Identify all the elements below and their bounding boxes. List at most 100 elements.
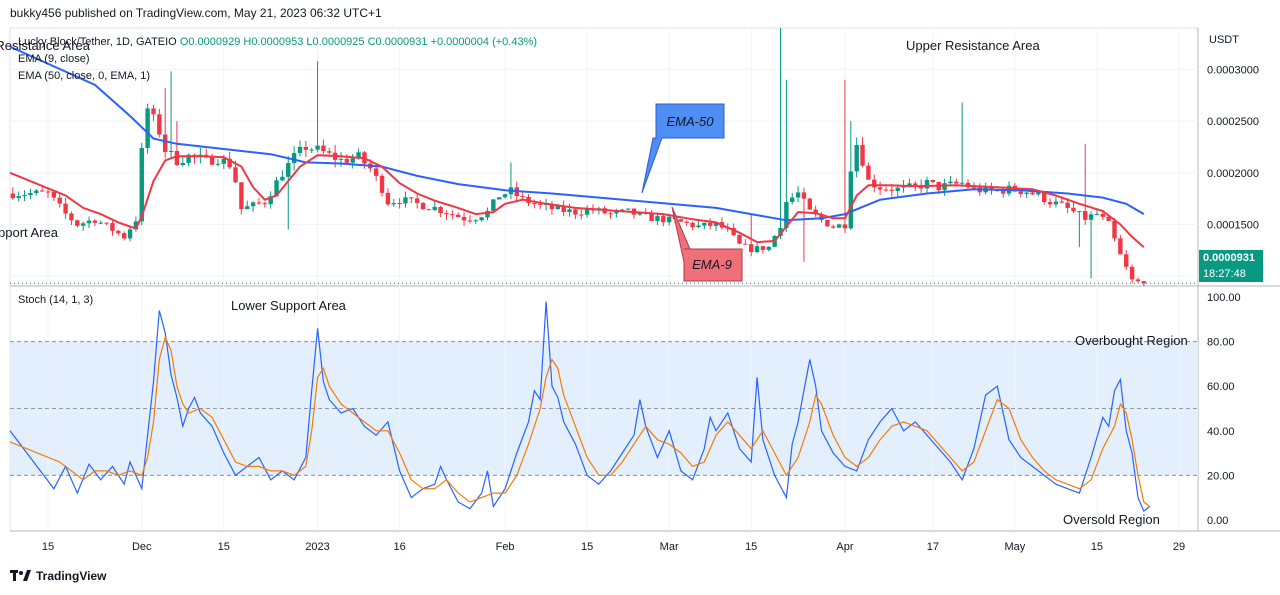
candle-body (151, 108, 156, 115)
candle-body (655, 216, 660, 222)
candle-body (315, 145, 320, 150)
candle-body (766, 246, 771, 250)
candle-body (784, 202, 789, 229)
stoch-y-tick-label: 0.00 (1207, 515, 1228, 527)
candle-body (579, 214, 584, 216)
candle-body (959, 182, 965, 184)
tradingview-logo-icon (10, 570, 31, 581)
candle-body (438, 207, 443, 214)
candle-body (51, 191, 57, 198)
oversold-label: Oversold Region (1063, 512, 1160, 527)
ema9-line[interactable] (9, 154, 1145, 248)
candle-body (567, 209, 572, 213)
stoch-k-line[interactable] (9, 301, 1151, 512)
candle-body (485, 210, 490, 218)
x-tick-label: 16 (393, 541, 405, 553)
candle-body (116, 230, 121, 234)
candle-body (450, 214, 455, 216)
candle-body (1059, 201, 1064, 203)
candle-body (872, 179, 877, 188)
candle-body (168, 150, 174, 152)
ema50-callout-box (641, 103, 725, 194)
candle-body (1042, 192, 1047, 203)
candle-body (414, 198, 420, 203)
candle-body (215, 163, 221, 165)
x-tick-label: Apr (836, 541, 853, 553)
upper-resistance-label: Upper Resistance Area (906, 38, 1040, 53)
stoch-legend[interactable]: Stoch (14, 1, 3) (18, 294, 94, 306)
publisher-header: bukky456 published on TradingView.com, M… (10, 6, 382, 20)
candle-body (350, 158, 355, 163)
candle-body (573, 209, 578, 215)
candle-body (895, 187, 900, 191)
candle-body (80, 223, 86, 226)
candle-body (63, 203, 68, 214)
candle-body (760, 246, 766, 250)
ema50-legend[interactable]: EMA (50, close, 0, EMA, 1) (18, 70, 151, 82)
candle-body (1112, 220, 1117, 239)
candle-body (836, 224, 842, 228)
y-tick-label: 0.0002000 (1207, 168, 1259, 180)
candle-body (1129, 266, 1135, 280)
candle-body (913, 183, 918, 186)
candle-body (221, 158, 226, 164)
left-support-label: Support Area (0, 225, 58, 240)
candle-body (555, 205, 561, 210)
stoch-d-line[interactable] (9, 335, 1151, 507)
candle-body (877, 187, 883, 190)
candle-body (778, 228, 783, 236)
candle-body (133, 221, 139, 230)
candle-body (538, 203, 543, 205)
candle-body (420, 202, 426, 210)
candle-body (16, 196, 21, 199)
tradingview-logo[interactable]: TradingView (10, 569, 106, 583)
candle-body (924, 180, 930, 189)
y-tick-label: 0.0003000 (1207, 64, 1259, 76)
candle-body (262, 203, 268, 205)
candle-body (92, 220, 98, 223)
candle-body (561, 205, 566, 213)
ema50-line[interactable] (9, 45, 1145, 222)
candle-body (690, 222, 695, 228)
candle-body (819, 214, 824, 220)
candle-body (145, 108, 150, 148)
candle-body (678, 219, 684, 222)
ema9-legend[interactable]: EMA (9, close) (18, 53, 90, 65)
candle-body (1106, 216, 1111, 221)
candle-body (1030, 192, 1035, 195)
candle-body (174, 150, 180, 165)
symbol-title: Lucky Block/Tether, 1D, GATEIO (18, 36, 177, 48)
candle-body (702, 222, 707, 226)
candle-body (1083, 211, 1088, 220)
candle-body (227, 158, 232, 168)
candle-body (614, 210, 619, 214)
candle-body (713, 222, 719, 226)
candle-body (954, 181, 959, 184)
stoch-y-tick-label: 40.00 (1207, 426, 1235, 438)
candle-body (327, 151, 332, 153)
candle-body (625, 208, 631, 210)
bar-countdown: 18:27:48 (1199, 266, 1263, 282)
candle-body (813, 209, 818, 215)
candle-body (379, 175, 385, 193)
candle-body (69, 213, 74, 221)
candle-body (971, 187, 977, 189)
candle-body (75, 220, 80, 226)
candle-body (280, 176, 285, 181)
candle-body (256, 202, 262, 204)
candle-body (444, 213, 449, 215)
candle-body (848, 171, 854, 229)
candle-body (1047, 202, 1053, 205)
candle-body (497, 197, 502, 200)
candle-body (303, 146, 309, 150)
candle-body (731, 227, 736, 236)
candle-body (291, 152, 297, 163)
left-resistance-label: Resistance Area (0, 38, 90, 53)
candle-body (473, 220, 478, 222)
candle-body (426, 209, 432, 211)
candle-body (666, 216, 672, 223)
last-price-tag: 0.0000931 18:27:48 (1199, 250, 1263, 282)
candle-body (1124, 254, 1129, 267)
candle-body (743, 243, 748, 245)
